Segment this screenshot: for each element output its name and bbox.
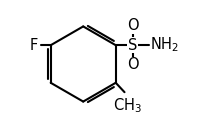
Text: NH$_2$: NH$_2$ <box>150 35 179 54</box>
Text: S: S <box>128 38 137 53</box>
Text: O: O <box>127 18 139 33</box>
Text: O: O <box>127 57 139 72</box>
Text: CH$_3$: CH$_3$ <box>113 96 142 115</box>
Text: F: F <box>29 38 38 53</box>
